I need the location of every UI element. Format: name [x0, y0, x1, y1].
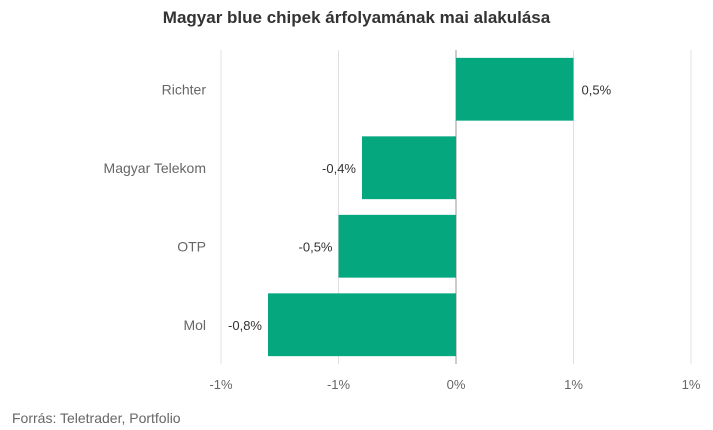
- x-tick-label: -1%: [209, 377, 233, 392]
- x-tick-label: 1%: [564, 377, 583, 392]
- x-axis-tick-labels: -1% -1% 0% 1% 1%: [209, 377, 700, 392]
- category-label: Richter: [162, 81, 207, 97]
- bars: [268, 57, 574, 357]
- data-label: -0,5%: [299, 239, 333, 254]
- bar: [338, 214, 456, 278]
- chart-title: Magyar blue chipek árfolyamának mai alak…: [162, 8, 551, 27]
- bar: [268, 293, 456, 357]
- bar: [456, 57, 574, 121]
- data-label: -0,8%: [228, 318, 262, 333]
- data-label: 0,5%: [582, 82, 612, 97]
- x-tick-label: 1%: [682, 377, 701, 392]
- bar: [362, 136, 456, 200]
- data-label: -0,4%: [322, 161, 356, 176]
- source-note: Forrás: Teletrader, Portfolio: [12, 410, 181, 426]
- x-tick-label: 0%: [447, 377, 466, 392]
- category-label: OTP: [177, 238, 206, 254]
- x-tick-label: -1%: [327, 377, 351, 392]
- category-label: Magyar Telekom: [104, 160, 206, 176]
- value-labels: 0,5% -0,4% -0,5% -0,8%: [228, 82, 612, 333]
- category-label: Mol: [183, 317, 206, 333]
- category-labels: Richter Magyar Telekom OTP Mol: [104, 81, 207, 333]
